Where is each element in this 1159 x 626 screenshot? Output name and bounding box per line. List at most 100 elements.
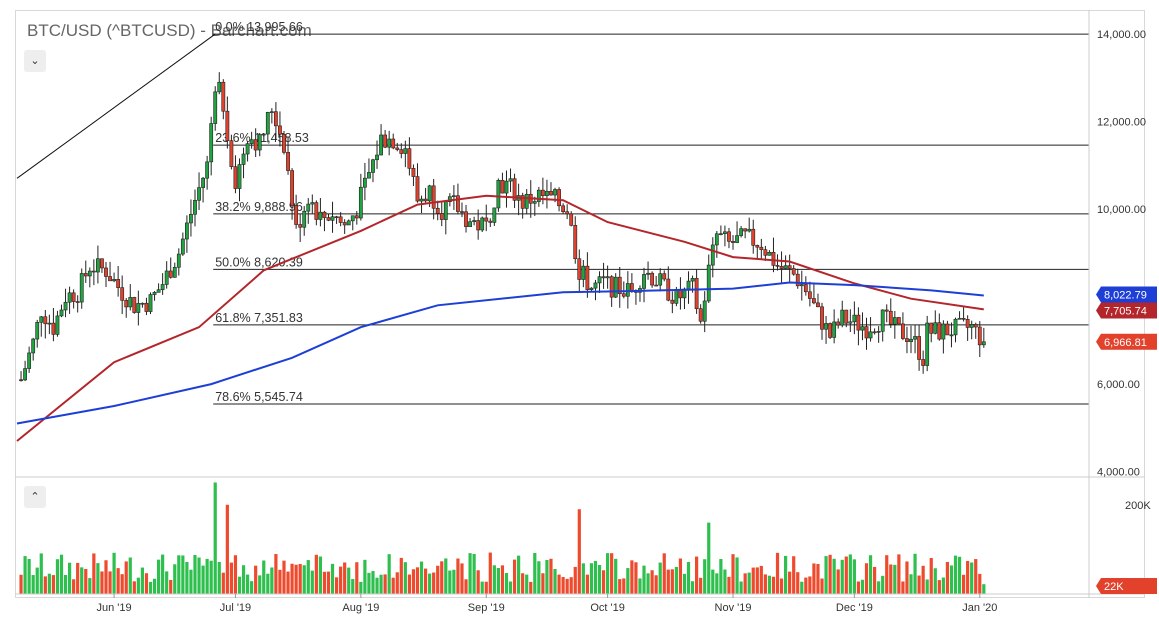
chevron-down-icon[interactable]: ⌄ (24, 50, 46, 72)
last-value-red-box (1096, 302, 1157, 319)
candle-body (488, 220, 493, 223)
volume-bar (723, 569, 727, 594)
candle-body (375, 154, 379, 161)
volume-bar (286, 571, 290, 594)
candle-body (286, 152, 290, 171)
candle-body (565, 211, 570, 215)
volume-bar (403, 562, 407, 594)
volume-bar (626, 568, 630, 594)
volume-bar (779, 578, 784, 594)
volume-bar (84, 569, 88, 594)
candle-body (233, 166, 238, 189)
candle-body (160, 284, 165, 291)
candle-body (706, 264, 711, 302)
volume-bar (322, 571, 327, 594)
candle-body (229, 140, 234, 167)
candle-body (172, 266, 177, 278)
volume-bar (165, 571, 169, 594)
moving-average-blue (16, 281, 984, 425)
volume-bar (245, 574, 250, 594)
volume-bar (565, 578, 569, 594)
candle-body (431, 185, 436, 209)
volume-bar (225, 504, 229, 594)
candle-body (395, 147, 400, 150)
time-tick-label: Nov '19 (715, 602, 752, 614)
volume-bar (690, 581, 695, 594)
volume-bar (788, 571, 792, 594)
volume-bar (970, 562, 974, 594)
candle-body (803, 284, 808, 293)
moving-average-red (16, 194, 984, 442)
volume-bar (682, 573, 687, 594)
candle-body (290, 170, 294, 206)
candle-body (731, 241, 735, 243)
candle-body (476, 220, 481, 231)
volume-bar (496, 567, 500, 594)
candle-body (334, 216, 339, 219)
candle-body (925, 322, 930, 366)
candle-body (892, 317, 897, 325)
candle-body (609, 276, 614, 298)
candle-body (451, 195, 456, 198)
candle-body (371, 159, 375, 173)
candle-body (981, 341, 986, 346)
candle-body (896, 317, 901, 325)
volume-bar (136, 577, 140, 594)
candle-body (176, 253, 181, 268)
volume-bar (92, 553, 96, 594)
candle-body (917, 336, 921, 360)
volume-bar (274, 554, 278, 594)
candle-body (816, 302, 820, 308)
volume-bar (298, 564, 302, 594)
time-tick-label: Aug '19 (342, 602, 379, 614)
candle-body (540, 189, 545, 196)
candle-body (694, 278, 699, 309)
candle-body (302, 210, 307, 228)
candle-body (71, 292, 76, 302)
volume-bar (399, 557, 403, 594)
candle-body (79, 273, 84, 303)
candle-body (884, 309, 889, 312)
volume-bar (893, 564, 897, 594)
volume-bar (448, 570, 452, 594)
volume-bar (266, 573, 270, 594)
candle-body (961, 317, 966, 320)
candle-body (913, 336, 917, 340)
volume-bar (881, 575, 885, 594)
volume-bar (432, 572, 436, 594)
candle-body (387, 138, 392, 148)
volume-bar (517, 555, 521, 594)
candle-body (124, 300, 129, 308)
volume-bar (221, 572, 225, 594)
volume-bar (800, 581, 804, 594)
volume-bar (832, 558, 836, 594)
volume-bar (925, 579, 929, 594)
candle-body (909, 338, 913, 342)
volume-bar (423, 568, 428, 594)
volume-bar (88, 578, 92, 594)
volume-bar (593, 560, 598, 594)
volume-bar (573, 566, 577, 594)
volume-bar (747, 572, 751, 594)
candle-body (779, 266, 784, 269)
volume-bar (213, 482, 217, 594)
volume-bar (19, 574, 23, 594)
chevron-up-icon[interactable]: ⌃ (24, 486, 46, 508)
fib-label: 50.0% 8,620.39 (215, 255, 303, 269)
candle-body (245, 143, 250, 155)
candle-body (569, 213, 574, 226)
volume-bar (452, 569, 456, 594)
candle-body (185, 222, 189, 240)
volume-bar (254, 565, 258, 594)
candle-body (593, 282, 598, 289)
candle-body (868, 331, 873, 339)
volume-bar (116, 568, 120, 594)
volume-bar (512, 559, 517, 594)
candle-body (888, 310, 893, 325)
time-tick-label: Jun '19 (97, 602, 132, 614)
volume-bar (270, 567, 274, 594)
volume-bar (104, 560, 108, 594)
candle-body (617, 276, 622, 295)
volume-bar (929, 557, 933, 594)
